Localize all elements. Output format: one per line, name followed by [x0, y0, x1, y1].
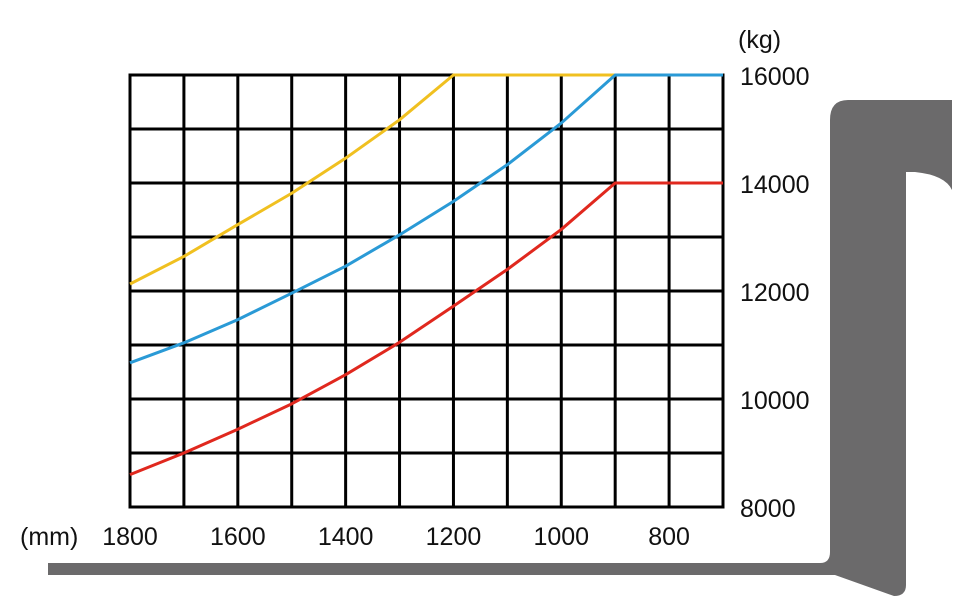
x-tick-label: 800 — [648, 523, 690, 551]
x-tick-label: 1200 — [426, 523, 482, 551]
x-tick-label: 1400 — [318, 523, 374, 551]
x-tick-label: 1600 — [210, 523, 266, 551]
grid — [128, 73, 725, 509]
y-tick-label: 8000 — [740, 495, 796, 523]
fork-silhouette — [48, 100, 952, 596]
series-line-red — [129, 181, 723, 476]
series-line-blue — [129, 73, 723, 365]
x-tick-label: 1800 — [102, 523, 158, 551]
y-tick-label: 12000 — [740, 279, 810, 307]
x-tick-label: 1000 — [533, 523, 589, 551]
y-tick-label: 10000 — [740, 387, 810, 415]
series-line-yellow — [129, 73, 723, 286]
y-axis-label: (kg) — [738, 26, 781, 54]
series-lines — [129, 73, 723, 476]
tick-labels: 1800 1600 1400 1200 1000 800 8000 10000 12000 140… — [102, 63, 809, 551]
y-tick-label: 14000 — [740, 171, 810, 199]
x-axis-label: (mm) — [20, 523, 78, 551]
y-tick-label: 16000 — [740, 63, 810, 91]
